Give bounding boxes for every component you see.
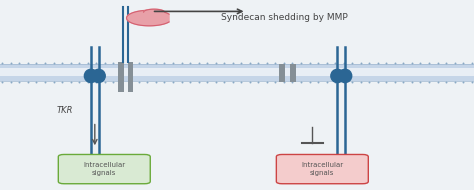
Bar [128,62,133,92]
Bar [0,63,474,68]
Ellipse shape [331,69,344,82]
FancyBboxPatch shape [276,154,368,184]
Ellipse shape [84,69,98,82]
Text: TKR: TKR [57,106,73,115]
FancyBboxPatch shape [58,154,150,184]
Text: Intracellular
signals: Intracellular signals [301,162,343,176]
Polygon shape [144,9,164,12]
Bar [0,68,474,76]
Text: Syndecan shedding by MMP: Syndecan shedding by MMP [221,13,348,22]
Polygon shape [127,10,169,26]
Bar [279,63,285,82]
Bar [290,63,296,82]
Bar [118,62,124,92]
Ellipse shape [338,69,352,82]
Ellipse shape [92,69,105,82]
Text: Intracellular
signals: Intracellular signals [83,162,125,176]
Bar [0,76,474,81]
